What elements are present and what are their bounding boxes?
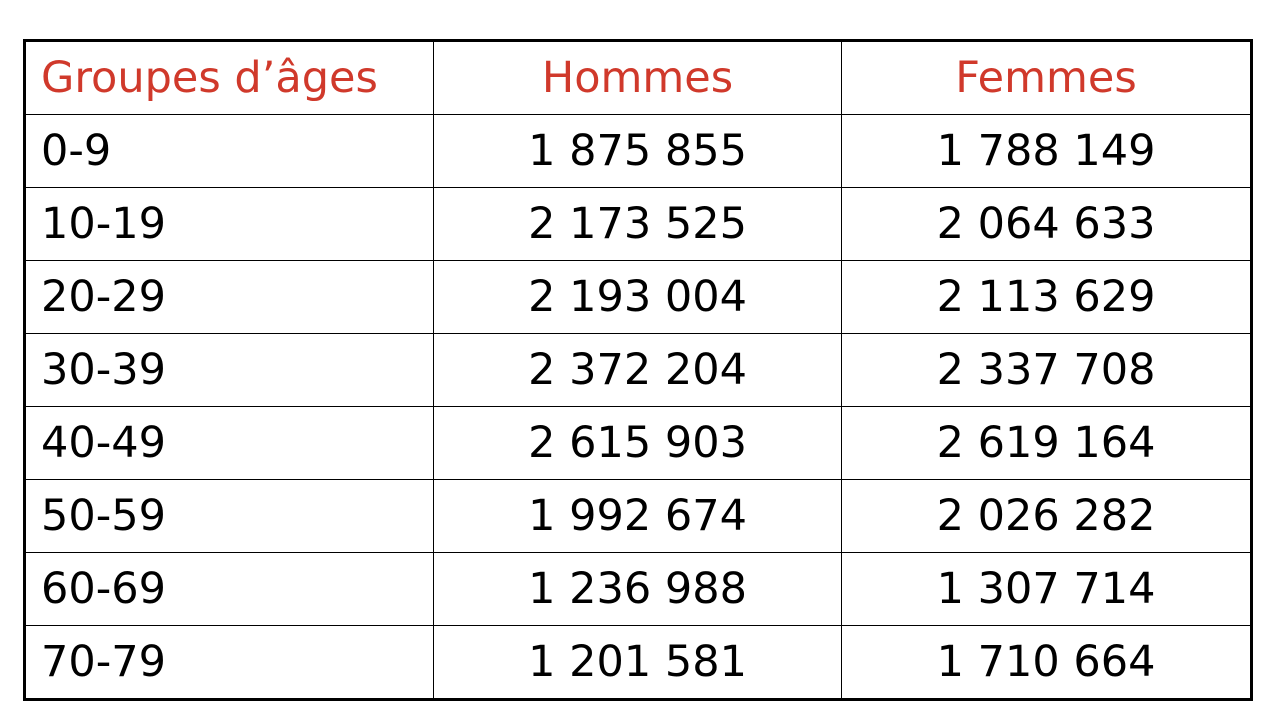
table-row: 50-59 1 992 674 2 026 282 bbox=[24, 479, 1252, 553]
table-row: 10-19 2 173 525 2 064 633 bbox=[24, 187, 1252, 261]
age-group-cell: 60-69 bbox=[24, 552, 434, 626]
header-men: Hommes bbox=[433, 40, 842, 115]
men-count-cell: 2 372 204 bbox=[433, 333, 842, 407]
table-row: 20-29 2 193 004 2 113 629 bbox=[24, 260, 1252, 334]
men-count-cell: 2 193 004 bbox=[433, 260, 842, 334]
women-count-cell: 2 619 164 bbox=[841, 406, 1252, 480]
table-row: 60-69 1 236 988 1 307 714 bbox=[24, 552, 1252, 626]
men-count-cell: 1 875 855 bbox=[433, 114, 842, 188]
men-count-cell: 1 992 674 bbox=[433, 479, 842, 553]
women-count-cell: 2 337 708 bbox=[841, 333, 1252, 407]
age-group-cell: 50-59 bbox=[24, 479, 434, 553]
header-age-groups: Groupes d’âges bbox=[24, 40, 434, 115]
age-group-cell: 70-79 bbox=[24, 625, 434, 700]
table-row: 30-39 2 372 204 2 337 708 bbox=[24, 333, 1252, 407]
population-table: Groupes d’âges Hommes Femmes 0-9 1 875 8… bbox=[23, 39, 1253, 701]
population-table-container: Groupes d’âges Hommes Femmes 0-9 1 875 8… bbox=[23, 39, 1253, 701]
age-group-cell: 10-19 bbox=[24, 187, 434, 261]
age-group-cell: 30-39 bbox=[24, 333, 434, 407]
men-count-cell: 2 615 903 bbox=[433, 406, 842, 480]
age-group-cell: 0-9 bbox=[24, 114, 434, 188]
table-row: 0-9 1 875 855 1 788 149 bbox=[24, 114, 1252, 188]
age-group-cell: 40-49 bbox=[24, 406, 434, 480]
men-count-cell: 2 173 525 bbox=[433, 187, 842, 261]
header-women: Femmes bbox=[841, 40, 1252, 115]
men-count-cell: 1 201 581 bbox=[433, 625, 842, 700]
table-header-row: Groupes d’âges Hommes Femmes bbox=[24, 40, 1252, 115]
table-row: 40-49 2 615 903 2 619 164 bbox=[24, 406, 1252, 480]
women-count-cell: 2 113 629 bbox=[841, 260, 1252, 334]
age-group-cell: 20-29 bbox=[24, 260, 434, 334]
women-count-cell: 2 026 282 bbox=[841, 479, 1252, 553]
women-count-cell: 1 307 714 bbox=[841, 552, 1252, 626]
women-count-cell: 1 788 149 bbox=[841, 114, 1252, 188]
women-count-cell: 1 710 664 bbox=[841, 625, 1252, 700]
men-count-cell: 1 236 988 bbox=[433, 552, 842, 626]
table-row: 70-79 1 201 581 1 710 664 bbox=[24, 625, 1252, 700]
women-count-cell: 2 064 633 bbox=[841, 187, 1252, 261]
